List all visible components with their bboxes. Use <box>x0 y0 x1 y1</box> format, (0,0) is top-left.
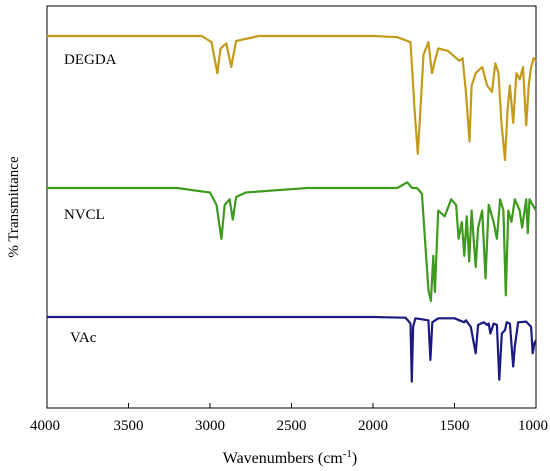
series-label-nvcl: NVCL <box>64 207 105 223</box>
x-tick-label: 2500 <box>277 418 307 434</box>
series-line-vac <box>47 315 537 383</box>
series-label-degda: DEGDA <box>64 52 117 68</box>
series-layer <box>47 34 537 383</box>
x-tick-label: 3000 <box>195 418 225 434</box>
series-line-degda <box>47 34 537 162</box>
x-axis-label-main: Wavenumbers (cm <box>223 450 344 467</box>
series-label-vac: VAc <box>70 330 97 346</box>
x-tick-label: 2000 <box>358 418 388 434</box>
y-axis-label: % Transmittance <box>6 156 22 258</box>
x-axis-label-tail: ) <box>352 450 357 467</box>
x-axis-ticks: 4000 3500 3000 2500 2000 1500 1000 <box>30 403 548 434</box>
x-tick-label: 4000 <box>30 418 60 434</box>
x-axis-label-sup: -1 <box>343 448 352 460</box>
x-tick-label: 1500 <box>440 418 470 434</box>
x-axis-label: Wavenumbers (cm-1) <box>223 448 358 467</box>
x-tick-label: 3500 <box>114 418 144 434</box>
series-line-nvcl <box>47 181 537 303</box>
x-tick-label: 1000 <box>518 418 548 434</box>
